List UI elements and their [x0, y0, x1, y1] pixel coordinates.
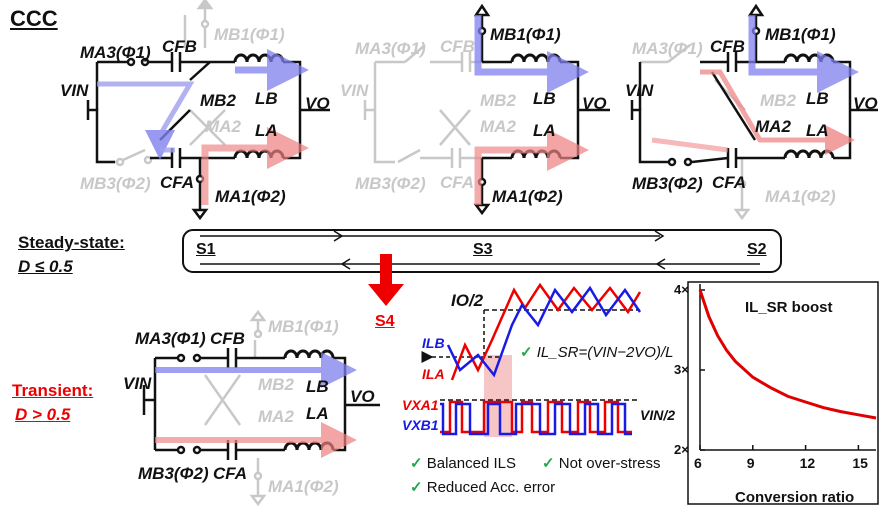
circuit-s2	[630, 3, 878, 221]
c1-lb: LB	[255, 89, 278, 108]
c1-mb1: MB1(Φ1)	[214, 25, 285, 44]
c1-cfb: CFB	[162, 37, 197, 56]
c4-vin: VIN	[123, 374, 152, 393]
c2-mb2: MB2	[480, 91, 516, 110]
benefit-accuracy: ✓ Reduced Acc. error	[410, 479, 556, 496]
slew-formula: ✓ IL_SR=(VIN−2VO)/L	[520, 344, 674, 361]
c2-ma1: MA1(Φ2)	[492, 187, 563, 206]
state-s1: S1	[196, 241, 216, 258]
c2-lb: LB	[533, 89, 556, 108]
ila-label: ILA	[422, 366, 445, 382]
c1-ma3: MA3(Φ1)	[80, 43, 151, 62]
benefit-accuracy-text: Reduced Acc. error	[426, 479, 556, 496]
c4-mb3: MB3(Φ2)	[138, 464, 209, 483]
c2-ma3: MA3(Φ1)	[355, 39, 426, 58]
c2-la: LA	[533, 121, 556, 140]
benefit-balanced-text: Balanced ILS	[426, 455, 516, 472]
c3-mb3: MB3(Φ2)	[632, 174, 703, 193]
c3-vin: VIN	[625, 81, 654, 100]
c1-ma1: MA1(Φ2)	[215, 187, 286, 206]
c4-lb: LB	[306, 377, 329, 396]
s4-arrow	[368, 254, 404, 306]
c2-mb1: MB1(Φ1)	[490, 25, 561, 44]
c4-vo: VO	[350, 387, 375, 406]
c1-mb3: MB3(Φ2)	[80, 174, 151, 193]
steady-state-label: Steady-state:	[18, 233, 125, 252]
chart-box	[687, 281, 879, 505]
chart-x-tick-label: 6	[694, 455, 702, 471]
c4-ma2: MA2	[258, 407, 294, 426]
steady-state-duty: D ≤ 0.5	[18, 257, 73, 276]
state-s3: S3	[473, 241, 493, 258]
c2-cfa: CFA	[440, 173, 474, 192]
circuit-s3	[363, 3, 610, 216]
c3-cfa: CFA	[712, 173, 746, 192]
chart-y-tick-label: 3×	[674, 362, 689, 377]
c1-cfa: CFA	[160, 173, 194, 192]
vxa1-label: VXA1	[402, 397, 439, 413]
c2-ma2: MA2	[480, 117, 516, 136]
chart-series-line	[698, 289, 877, 420]
chart-xlabel: Conversion ratio	[735, 489, 855, 506]
chart-x-tick-label: 15	[852, 455, 868, 471]
chart-x-tick-label: 9	[746, 455, 755, 471]
benefit-balanced: ✓ Balanced ILS	[410, 455, 516, 472]
c1-ma2: MA2	[205, 117, 241, 136]
transient-label: Transient:	[12, 381, 94, 400]
c3-cfb: CFB	[710, 37, 745, 56]
c2-cfb: CFB	[440, 37, 475, 56]
c1-mb2: MB2	[200, 91, 236, 110]
chart-x-tick-label: 12	[799, 455, 816, 471]
c3-ma3: MA3(Φ1)	[632, 39, 703, 58]
c2-vin: VIN	[340, 81, 369, 100]
c3-lb: LB	[806, 89, 829, 108]
c2-vo: VO	[582, 94, 607, 113]
slew-formula-text: IL_SR=(VIN−2VO)/L	[536, 344, 674, 361]
c3-la: LA	[806, 121, 829, 140]
chart-title: IL_SR boost	[745, 299, 833, 316]
c1-la: LA	[255, 121, 278, 140]
page-title: CCC	[10, 6, 58, 31]
voltage-waveform	[440, 399, 640, 436]
c4-cfa: CFA	[213, 464, 247, 483]
state-s4: S4	[375, 313, 395, 330]
c2-mb3: MB3(Φ2)	[355, 174, 426, 193]
state-sequence	[182, 229, 782, 273]
chart-y-tick-label: 4×	[674, 282, 689, 297]
circuit-s1	[86, 0, 330, 221]
circuit-s4	[142, 309, 380, 507]
c3-ma1: MA1(Φ2)	[765, 187, 836, 206]
c4-ma1: MA1(Φ2)	[268, 477, 339, 496]
vxb1-label: VXB1	[402, 417, 439, 433]
c4-mb2: MB2	[258, 375, 294, 394]
state-s2: S2	[747, 241, 767, 258]
c1-vin: VIN	[60, 81, 89, 100]
transient-duty: D > 0.5	[15, 405, 71, 424]
io-half-label: IO/2	[451, 291, 484, 310]
ilb-label: ILB	[422, 335, 445, 351]
c3-vo: VO	[853, 94, 878, 113]
c4-cfb: CFB	[210, 329, 245, 348]
c3-mb2: MB2	[760, 91, 796, 110]
c4-ma3: MA3(Φ1)	[135, 329, 206, 348]
c1-vo: VO	[305, 94, 330, 113]
chart-y-tick-label: 2×	[674, 442, 689, 457]
benefit-stress: ✓ Not over-stress	[542, 455, 661, 472]
c3-ma2: MA2	[755, 117, 791, 136]
benefit-stress-text: Not over-stress	[558, 455, 661, 472]
c3-mb1: MB1(Φ1)	[765, 25, 836, 44]
vin-half-label: VIN/2	[640, 407, 676, 423]
c4-mb1: MB1(Φ1)	[268, 317, 339, 336]
c4-la: LA	[306, 404, 329, 423]
